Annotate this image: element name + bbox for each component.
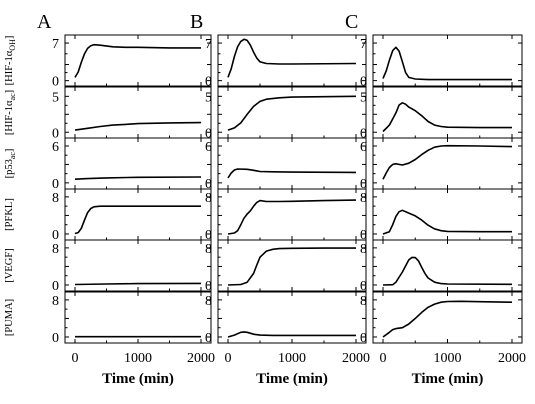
x-tick-label: 2000 (187, 351, 215, 366)
series-line-B2 (227, 95, 357, 131)
y-tick-label: 8 (205, 191, 212, 206)
row-label-text: [PUMA] (4, 299, 15, 336)
y-tick-label: 8 (360, 191, 367, 206)
series-line-B5 (227, 247, 356, 286)
panel-frame-C1 (372, 34, 523, 87)
row-label-text: [PFKL] (4, 198, 15, 231)
row-label-5: [VEGF] (4, 248, 15, 282)
panel-frame-A2 (64, 86, 212, 139)
panel-frame-C6 (372, 291, 523, 344)
y-tick-label: 0 (52, 177, 59, 192)
panel-frame-A6 (64, 291, 212, 344)
row-label-4: [PFKL] (4, 198, 15, 231)
y-tick-label: 0 (52, 279, 59, 294)
y-tick-label: 0 (360, 228, 367, 243)
series-line-B6 (227, 331, 356, 338)
y-tick-label: 0 (205, 75, 212, 90)
series-line-B3 (227, 168, 357, 179)
panel-frame-A1 (64, 34, 212, 87)
panel-frame-B4 (217, 188, 367, 241)
y-tick-label: 8 (360, 294, 367, 309)
y-tick-label: 5 (52, 90, 59, 105)
y-tick-label: 5 (360, 90, 367, 105)
y-tick-label: 0 (205, 177, 212, 192)
panel-frame-A3 (64, 137, 212, 190)
y-tick-label: 6 (205, 140, 212, 155)
y-tick-label: 5 (205, 90, 212, 105)
series-line-C4 (382, 209, 512, 235)
y-tick-label: 0 (205, 228, 212, 243)
y-tick-label: 0 (360, 75, 367, 90)
y-tick-label: 7 (52, 37, 59, 52)
y-tick-label: 0 (360, 279, 367, 294)
y-tick-label: 6 (360, 140, 367, 155)
x-tick-label: 0 (225, 351, 232, 366)
series-line-A2 (74, 121, 202, 131)
x-axis-title: Time (min) (256, 371, 328, 387)
x-tick-label: 2000 (342, 351, 370, 366)
series-line-C5 (382, 256, 513, 286)
y-tick-label: 8 (52, 294, 59, 309)
row-label-2: [HIF-1αac] (4, 90, 17, 135)
y-tick-label: 7 (205, 37, 212, 52)
row-label-6: [PUMA] (4, 299, 15, 336)
y-tick-label: 0 (205, 331, 212, 346)
panel-frame-B3 (217, 137, 367, 190)
row-label-1: [HIF-1αOH] (4, 36, 17, 86)
series-line-C1 (382, 46, 512, 81)
row-label-text: [HIF-1αac] (4, 90, 17, 135)
x-tick-label: 1000 (124, 351, 152, 366)
series-line-C2 (382, 102, 512, 133)
panel-letter-A: A (37, 11, 52, 33)
row-label-3: [p53ac] (4, 149, 17, 179)
panel-letter-C: C (345, 11, 358, 33)
series-line-C6 (382, 300, 513, 338)
series-line-A3 (74, 176, 202, 180)
y-tick-label: 8 (205, 294, 212, 309)
series-line-B4 (227, 199, 357, 235)
x-tick-label: 1000 (278, 351, 306, 366)
y-tick-label: 0 (52, 331, 59, 346)
y-tick-label: 8 (360, 242, 367, 257)
row-label-text: [HIF-1αOH] (4, 36, 17, 86)
y-tick-label: 7 (360, 37, 367, 52)
series-line-B1 (227, 38, 357, 78)
y-tick-label: 0 (205, 279, 212, 294)
y-tick-label: 0 (360, 331, 367, 346)
y-tick-label: 0 (205, 126, 212, 141)
y-tick-label: 0 (360, 126, 367, 141)
x-axis-title: Time (min) (412, 371, 484, 387)
x-tick-label: 0 (380, 351, 387, 366)
y-tick-label: 8 (52, 191, 59, 206)
x-tick-label: 0 (72, 351, 79, 366)
series-line-C3 (382, 144, 513, 180)
y-tick-label: 6 (52, 140, 59, 155)
panel-letter-B: B (190, 11, 203, 33)
x-tick-label: 1000 (434, 351, 462, 366)
y-tick-label: 0 (52, 228, 59, 243)
y-tick-label: 8 (52, 242, 59, 257)
y-tick-label: 0 (52, 126, 59, 141)
panel-frame-B2 (217, 86, 367, 139)
series-line-A4 (74, 205, 201, 235)
row-label-text: [VEGF] (4, 248, 15, 282)
series-line-A5 (74, 282, 202, 286)
series-line-A1 (74, 43, 201, 78)
row-label-text: [p53ac] (4, 149, 17, 179)
y-tick-label: 0 (52, 75, 59, 90)
y-tick-label: 0 (360, 177, 367, 192)
y-tick-label: 8 (205, 242, 212, 257)
x-axis-title: Time (min) (102, 371, 174, 387)
x-tick-label: 2000 (498, 351, 526, 366)
